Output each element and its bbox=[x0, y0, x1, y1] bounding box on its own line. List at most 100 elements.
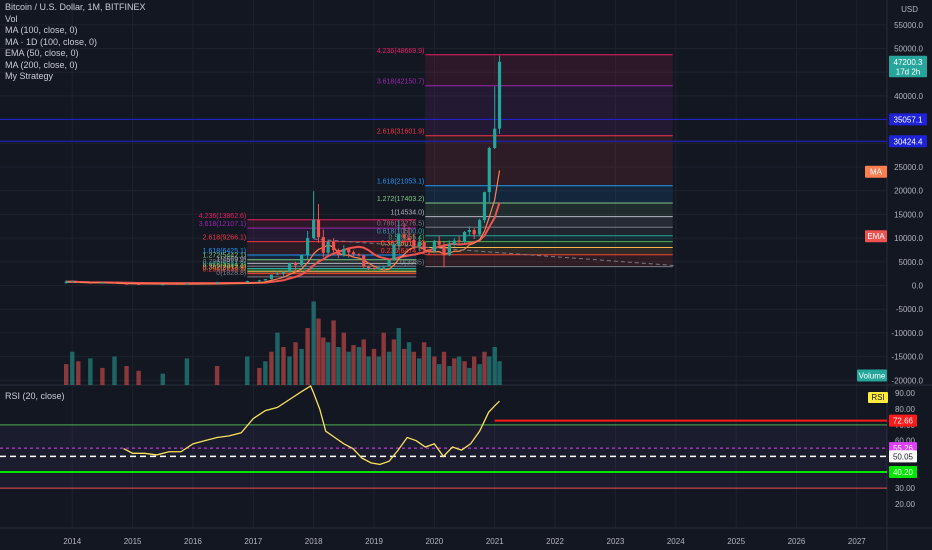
price-tick-label: -5000.0 bbox=[896, 305, 924, 314]
price-label-box bbox=[857, 369, 887, 382]
candle-body bbox=[70, 281, 74, 283]
candle-body bbox=[293, 263, 298, 266]
time-tick-label: 2020 bbox=[425, 537, 443, 546]
fib-zone bbox=[425, 85, 673, 136]
fib-zone bbox=[247, 263, 417, 267]
candle-body bbox=[299, 255, 304, 266]
indicator-vol[interactable]: Vol bbox=[5, 13, 18, 24]
fib-retracement-large[interactable]: 4.236(48669.9) 3.618(42150.7) 2.618(31601.… bbox=[377, 48, 673, 268]
price-label-box bbox=[865, 230, 887, 243]
volume-bar bbox=[371, 348, 377, 385]
fib-zone bbox=[425, 227, 673, 236]
fib-level-label: 0.786(12276.5) bbox=[377, 220, 424, 227]
price-tick-label: 5000.0 bbox=[899, 258, 924, 267]
price-tick-label: -20000.0 bbox=[891, 376, 923, 385]
time-tick-label: 2016 bbox=[184, 537, 202, 546]
fib-zone bbox=[247, 241, 417, 256]
time-tick-label: 2024 bbox=[667, 537, 685, 546]
moving-average-lines bbox=[66, 170, 676, 285]
volume-bar bbox=[321, 337, 326, 385]
volume-bar bbox=[351, 345, 356, 385]
volume-bar bbox=[406, 342, 412, 385]
rsi-tag-text: RSI bbox=[871, 393, 884, 402]
fib-zone bbox=[247, 255, 417, 260]
price-label-text: EMA bbox=[867, 232, 885, 241]
fib-level-label: 3.618(42150.7) bbox=[377, 79, 424, 86]
rsi-level-box bbox=[889, 466, 917, 479]
price-label-text: 30424.4 bbox=[894, 137, 923, 146]
indicator-ma-1d[interactable]: MA · 1D (100, close, 0) bbox=[5, 36, 98, 47]
volume-bar bbox=[477, 364, 482, 385]
chart-title[interactable]: Bitcoin / U.S. Dollar, 1M, BITFINEX bbox=[5, 2, 146, 12]
price-tick-label: 15000.0 bbox=[894, 210, 923, 219]
time-tick-label: 2027 bbox=[848, 537, 866, 546]
volume-bar bbox=[376, 356, 382, 385]
price-label-box bbox=[889, 135, 927, 148]
trend-line bbox=[313, 238, 676, 267]
volume-bar bbox=[275, 332, 280, 385]
candle-body bbox=[417, 241, 421, 247]
candle-body bbox=[442, 244, 446, 256]
price-label-text: MA bbox=[870, 168, 883, 177]
volume-bar bbox=[396, 328, 401, 385]
indicator-my-strategy[interactable]: My Strategy bbox=[5, 71, 54, 81]
rsi-pane bbox=[0, 385, 887, 489]
candle-body bbox=[407, 237, 411, 240]
fib-level-label: 0.618(10500.0) bbox=[377, 229, 424, 236]
price-tick-label: 50000.0 bbox=[894, 45, 923, 54]
fib-zone bbox=[425, 254, 673, 267]
volume-bar bbox=[305, 328, 310, 385]
candle-body bbox=[362, 255, 366, 267]
fib-level-label: 0.5(9255.4) bbox=[388, 235, 424, 242]
price-label-box bbox=[865, 165, 887, 178]
candle-body bbox=[392, 244, 396, 261]
time-axis[interactable]: 2014 2015 2016 2017 2018 2019 2020 2021 2022 2023… bbox=[63, 537, 866, 546]
fib-zone bbox=[247, 273, 417, 277]
candle-body bbox=[281, 271, 286, 274]
indicator-ema-50[interactable]: EMA (50, close, 0) bbox=[5, 48, 79, 58]
time-tick-label: 2017 bbox=[244, 537, 262, 546]
candle-body bbox=[427, 249, 431, 252]
candle-body bbox=[326, 241, 330, 253]
price-label-box bbox=[889, 55, 927, 68]
volume-bar bbox=[136, 370, 141, 385]
fib-zone bbox=[247, 271, 417, 274]
rsi-level-text: 72.66 bbox=[893, 417, 914, 426]
fib-level-label: 4.236(13862.6) bbox=[199, 213, 246, 220]
candle-body bbox=[215, 282, 219, 284]
candle-body bbox=[467, 230, 471, 232]
candle-body bbox=[306, 238, 310, 256]
fib-level-label: 1.618(21053.1) bbox=[377, 179, 424, 186]
candle-body bbox=[497, 61, 502, 129]
fib-level-label: 1.272(5442.1) bbox=[203, 253, 247, 260]
candle-body bbox=[447, 244, 452, 256]
rsi-title[interactable]: RSI (20, close) bbox=[5, 391, 65, 401]
volume-bar bbox=[356, 347, 362, 385]
volume-bar bbox=[88, 358, 93, 385]
rsi-tag-box bbox=[868, 392, 888, 403]
volume-bar bbox=[487, 356, 492, 385]
volume-bars bbox=[64, 301, 502, 385]
candle-body bbox=[321, 237, 325, 253]
indicator-ma-200[interactable]: MA (200, close, 0) bbox=[5, 59, 78, 70]
volume-bar bbox=[257, 367, 262, 385]
volume-bar bbox=[331, 320, 336, 385]
fib-zone bbox=[247, 259, 417, 264]
fib-retracement-small[interactable]: 4.236(13862.6)3.618(12107.1) 2.618(9266.1… bbox=[199, 213, 417, 278]
candle-body bbox=[482, 192, 487, 221]
volume-bar bbox=[124, 366, 129, 385]
candle-body bbox=[245, 280, 249, 283]
horizontal-lines[interactable] bbox=[0, 118, 887, 142]
price-tick-label: 0.0 bbox=[912, 282, 924, 291]
indicator-ma-100[interactable]: MA (100, close, 0) bbox=[5, 25, 78, 35]
candle-body bbox=[493, 128, 497, 149]
volume-bar bbox=[341, 332, 347, 385]
candle-body bbox=[357, 254, 361, 256]
volume-bar bbox=[467, 367, 472, 385]
candles bbox=[64, 55, 502, 286]
volume-bar bbox=[411, 351, 417, 385]
volume-bar bbox=[299, 348, 304, 385]
fib-zone bbox=[247, 270, 417, 272]
volume-bar bbox=[462, 361, 467, 385]
